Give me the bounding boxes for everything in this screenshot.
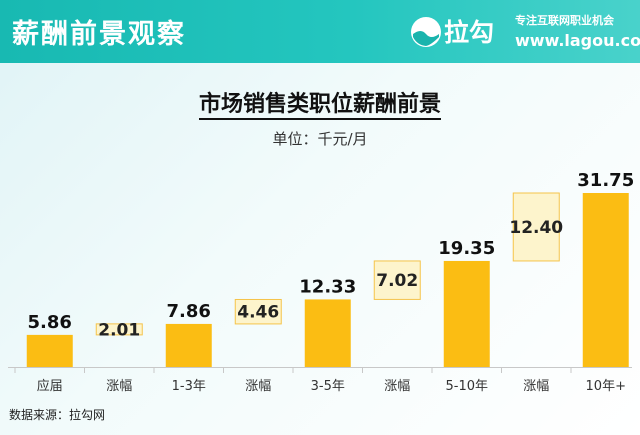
- header-title: 薪酬前景观察: [12, 19, 186, 50]
- salary-bar: [582, 193, 629, 367]
- x-tick-label: 涨幅: [106, 379, 132, 394]
- lagou-logo-icon: [411, 17, 441, 47]
- header-url: www.lagou.com: [515, 31, 640, 50]
- x-tick-label: 应届: [37, 378, 63, 394]
- increase-box: [373, 260, 421, 300]
- bar-value-label: 5.86: [28, 312, 72, 333]
- chart-title: 市场销售类职位薪酬前景: [0, 86, 640, 120]
- salary-bar: [443, 260, 490, 367]
- increase-box: [512, 192, 560, 262]
- logo-text: 拉勾: [444, 18, 495, 47]
- increase-value-label: 7.02: [376, 271, 418, 291]
- bar-value-label: 12.33: [299, 276, 356, 297]
- bar-value-label: 7.86: [167, 301, 211, 322]
- increase-box: [234, 298, 282, 325]
- x-tick-label: 5-10年: [445, 379, 488, 394]
- x-tick-label: 1-3年: [172, 379, 206, 394]
- x-tick-label: 涨幅: [523, 379, 549, 394]
- x-tick-label: 3-5年: [311, 379, 345, 394]
- header-banner: 薪酬前景观察 拉勾 专注互联网职业机会 www.lagou.com: [0, 0, 640, 63]
- increase-value-label: 2.01: [98, 320, 140, 340]
- data-source: 数据来源：拉勾网: [9, 408, 106, 422]
- x-tick-label: 涨幅: [245, 379, 271, 394]
- increase-box: [95, 323, 143, 336]
- bar-value-label: 19.35: [438, 238, 495, 259]
- salary-bar: [26, 334, 73, 367]
- salary-bar: [165, 323, 212, 367]
- bar-value-label: 31.75: [577, 170, 634, 191]
- header-slogan: 专注互联网职业机会: [515, 14, 614, 27]
- x-tick-label: 10年+: [586, 379, 626, 394]
- increase-value-label: 4.46: [237, 303, 279, 323]
- increase-value-label: 12.40: [509, 218, 563, 238]
- chart-unit: 单位：千元/月: [272, 130, 368, 148]
- salary-bar: [304, 299, 351, 367]
- x-tick-label: 涨幅: [384, 379, 410, 394]
